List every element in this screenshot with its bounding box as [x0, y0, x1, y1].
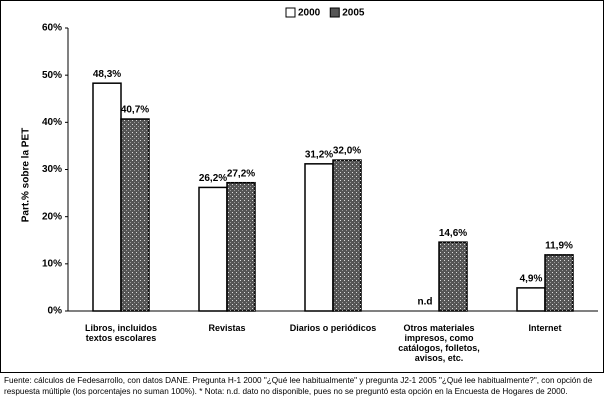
y-tick-label: 10% [42, 258, 62, 269]
y-axis-label: Part.% sobre la PET [21, 128, 32, 222]
data-label: 26,2% [199, 173, 227, 184]
legend-label: 2005 [342, 8, 365, 19]
data-label: 27,2% [227, 168, 255, 179]
x-tick-label: Libros, incluidos textos escolares [84, 323, 157, 343]
x-tick-label: Internet [528, 323, 562, 333]
bar [92, 82, 122, 312]
data-label: 4,9% [520, 274, 543, 285]
x-tick-label: Diarios o periódicos [289, 323, 377, 333]
y-tick-label: 30% [42, 164, 62, 175]
data-label: n.d [418, 297, 433, 308]
source-note: Fuente: cálculos de Fedesarrollo, con da… [4, 376, 593, 396]
data-label: 32,0% [333, 146, 361, 157]
y-tick-label: 0% [48, 306, 63, 317]
bar-texture [121, 119, 149, 311]
y-tick-label: 20% [42, 211, 62, 222]
bar-texture [227, 182, 255, 311]
bar-texture [439, 242, 467, 311]
bar [304, 163, 334, 312]
y-tick-label: 50% [42, 70, 62, 81]
legend-label: 2000 [298, 8, 321, 19]
data-label: 31,2% [305, 149, 333, 160]
data-label: 40,7% [121, 105, 149, 116]
frame [0, 0, 604, 373]
bar-texture [333, 160, 361, 311]
bar [198, 186, 228, 312]
x-tick-label: Revistas [208, 323, 246, 333]
bar-texture [545, 254, 573, 311]
data-label: 11,9% [545, 241, 573, 252]
data-label: 14,6% [439, 228, 467, 239]
legend-swatch [329, 7, 340, 18]
data-label: 48,3% [93, 69, 121, 80]
x-tick-label: Otros materiales impresos, como catálogo… [398, 323, 480, 363]
y-tick-label: 60% [42, 23, 62, 34]
bar [516, 287, 546, 312]
y-tick-label: 40% [42, 117, 62, 128]
legend-swatch [285, 7, 296, 18]
